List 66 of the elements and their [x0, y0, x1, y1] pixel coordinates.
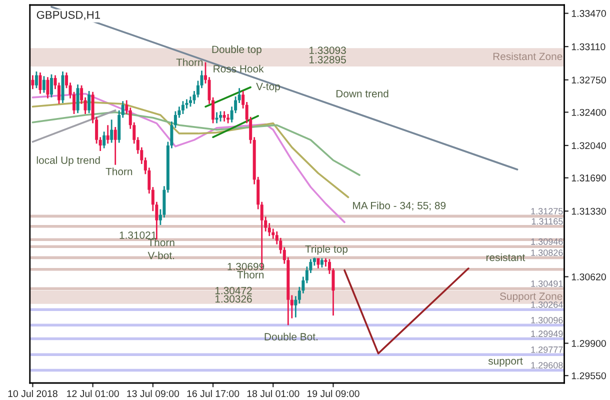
y-tick-label: 1.32400	[572, 108, 606, 116]
chart-title: GBPUSD,H1	[36, 10, 100, 20]
y-tick-label: 1.30620	[572, 273, 606, 280]
annotation: Down trend	[336, 90, 388, 98]
line-series	[32, 111, 360, 176]
annotation: resistant	[486, 253, 526, 262]
candlestick	[76, 84, 80, 114]
ref-line-label: 1.31275	[531, 208, 563, 214]
ref-line-label: 1.31165	[532, 218, 563, 225]
annotation: Thorn	[237, 270, 264, 278]
x-tick-label: 16 Jul 17:00	[187, 390, 240, 398]
y-tick-label: 1.29900	[572, 340, 606, 347]
candlestick	[320, 258, 324, 268]
annotation: V-top	[256, 82, 280, 92]
ref-line-label: 1.29949	[531, 330, 563, 337]
annotation: 1.30472	[215, 286, 252, 294]
annotation: V-bot.	[148, 252, 174, 260]
annotation: MA Fibo - 34; 55; 89	[353, 202, 446, 210]
candlestick	[46, 76, 50, 100]
candlestick	[102, 130, 106, 149]
candlestick	[110, 118, 114, 144]
candlestick	[114, 126, 117, 166]
ref-line-label: 1.30096	[531, 316, 563, 324]
annotation: 1.30326	[215, 295, 252, 303]
candlestick	[34, 70, 38, 89]
candlestick	[42, 75, 46, 94]
annotation: Double top	[212, 45, 262, 56]
candlestick	[106, 124, 110, 144]
y-tick-label: 1.33110	[572, 43, 606, 50]
candlestick	[222, 110, 226, 122]
y-tick-label: 1.31330	[572, 208, 606, 215]
y-tick-label: 1.29550	[572, 372, 606, 380]
ref-line-label: 1.30491	[531, 280, 563, 287]
annotation: 1.33093	[310, 46, 346, 54]
y-tick-label: 1.32040	[572, 142, 606, 150]
x-tick-label: 13 Jul 09:00	[127, 390, 180, 398]
x-tick-label: 10 Jul 2018	[8, 390, 58, 398]
annotation: Thorn	[148, 238, 174, 246]
band-label: Support Zone	[500, 292, 562, 302]
x-tick-label: 18 Jul 01:00	[247, 390, 300, 398]
annotation: Thorn	[106, 168, 132, 176]
candlestick	[88, 90, 91, 114]
annotation: 1.32895	[310, 56, 346, 64]
candlestick	[316, 258, 320, 270]
line-series	[32, 101, 350, 198]
y-tick-label: 1.31690	[572, 174, 606, 182]
y-tick-label: 1.32750	[572, 76, 606, 84]
ref-line-label: 1.30946	[531, 238, 563, 245]
band-label: Resistant Zone	[493, 52, 562, 60]
candlestick	[219, 110, 222, 122]
ref-line-label: 1.29777	[531, 346, 563, 353]
ref-line-label: 1.29608	[531, 362, 563, 368]
annotation: Thorn	[176, 58, 203, 66]
candlestick	[181, 100, 184, 115]
candlestick	[50, 74, 53, 98]
x-tick-label: 19 Jul 09:00	[307, 390, 360, 398]
candlestick	[31, 74, 34, 90]
annotation: support	[488, 358, 523, 367]
x-tick-label: 12 Jul 01:00	[67, 390, 119, 398]
candlestick	[38, 72, 42, 94]
annotation: Triple top	[305, 245, 348, 255]
ref-line-label: 1.30264	[531, 301, 563, 308]
ref-line-label: 1.30826	[531, 250, 563, 256]
y-tick-label: 1.33470	[572, 10, 606, 17]
annotation: local Up trend	[36, 156, 100, 166]
annotation: Double Bot.	[264, 332, 318, 340]
